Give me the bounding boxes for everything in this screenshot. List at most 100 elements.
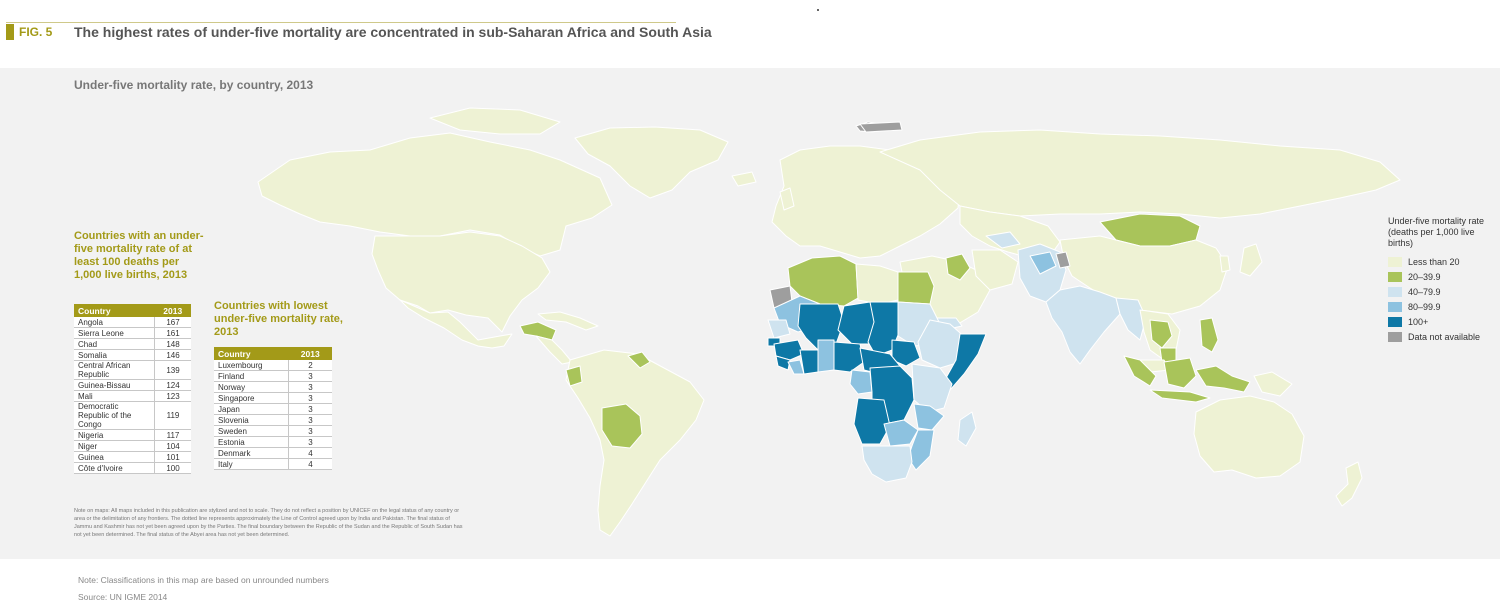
value-cell: 104 [154,440,191,452]
region-new-zealand [1335,461,1363,507]
value-cell: 117 [154,429,191,441]
world-map [257,107,1401,537]
region-mexico [399,299,513,349]
value-cell: 167 [154,317,191,328]
value-cell: 161 [154,327,191,339]
legend-swatch [1388,286,1402,297]
table-row: Mali 123 [74,390,191,402]
legend-title: Under-five mortality rate (deaths per 1,… [1388,216,1485,248]
value-cell: 100 [154,462,191,474]
region-east-africa [911,363,953,413]
map-subtitle: Under-five mortality rate, by country, 2… [74,78,314,92]
country-cell: Italy [214,458,289,470]
region-somalia [945,333,987,391]
country-cell: Côte d'Ivoire [74,462,155,474]
region-caribbean [537,311,599,331]
legend-label: 40–79.9 [1408,286,1441,297]
region-korea [1219,255,1231,273]
table-row: Niger 104 [74,440,191,452]
region-southern-africa [861,445,913,483]
region-sierra-leone [775,355,791,371]
region-egypt [897,271,935,305]
table-row: Singapore 3 [214,392,332,404]
value-cell: 101 [154,451,191,463]
legend-item: 80–99.9 [1388,300,1498,313]
region-tajik [985,231,1021,249]
region-indonesia-south [1149,389,1211,403]
table-row: Guinea 101 [74,451,191,463]
country-cell: Guinea-Bissau [74,379,155,391]
region-philippines [1199,317,1219,353]
value-cell: 3 [288,403,332,415]
value-cell: 2 [288,360,332,371]
table-row: Nigeria 117 [74,429,191,441]
region-central-america-b [535,335,573,365]
country-cell: Somalia [74,349,155,361]
value-cell: 3 [288,436,332,448]
region-guinea [773,339,805,361]
high-mortality-table-heading: Countries with an under-five mortality r… [74,230,204,281]
table-row: Democratic Republic of the Congo 119 [74,401,191,430]
value-cell: 139 [154,360,191,380]
region-arctic-islands [429,107,561,135]
legend-swatch [1388,256,1402,267]
value-cell: 3 [288,392,332,404]
table-row: Slovenia 3 [214,414,332,426]
country-cell: Angola [74,317,155,328]
table-row: Norway 3 [214,381,332,393]
region-greenland [574,126,729,199]
region-png [1253,371,1293,397]
country-cell: Niger [74,440,155,452]
region-bolivia [601,403,643,449]
value-cell: 3 [288,425,332,437]
table-row: Finland 3 [214,370,332,382]
table-row: Japan 3 [214,403,332,415]
country-cell: Sierra Leone [74,327,155,339]
stray-dot [817,9,819,11]
region-nigeria [833,341,865,373]
value-cell: 119 [154,401,191,430]
region-indonesia-east [1195,365,1251,393]
map-disclaimer-note: Note on maps: All maps included in this … [74,508,463,538]
region-afghanistan [1029,251,1057,275]
country-cell: Estonia [214,436,289,448]
table-row: Sweden 3 [214,425,332,437]
low-mortality-table-body: Luxembourg 2 Finland 3 Norway 3 Singapore 3 Japa… [214,360,332,470]
region-iraq [945,253,971,281]
legend-label: 20–39.9 [1408,271,1441,282]
region-russia [879,129,1401,219]
country-cell: Singapore [214,392,289,404]
table-row: Angola 167 [74,317,191,328]
low-mortality-table: Country 2013 Luxembourg 2 Finland 3 Norway 3 S… [214,347,332,470]
value-cell: 148 [154,338,191,350]
region-indonesia-west [1123,355,1157,387]
region-indonesia-borneo [1163,357,1197,389]
country-cell: Finland [214,370,289,382]
table-row: Denmark 4 [214,447,332,459]
low-mortality-table-heading: Countries with lowest under-five mortali… [214,300,343,338]
region-iceland [731,171,757,187]
value-cell: 124 [154,379,191,391]
country-cell: Nigeria [74,429,155,441]
region-usa [371,231,551,333]
legend-label: Data not available [1408,331,1481,342]
country-cell: Democratic Republic of the Congo [74,401,155,430]
legend-swatch [1388,316,1402,327]
table-header-country: Country [214,347,289,360]
region-south-america [565,349,705,537]
high-mortality-table-body: Angola 167 Sierra Leone 161 Chad 148 Somalia 14… [74,317,191,474]
table-row: Guinea-Bissau 124 [74,379,191,391]
value-cell: 3 [288,370,332,382]
table-row: Côte d'Ivoire 100 [74,462,191,474]
legend-item: Data not available [1388,330,1498,343]
legend-item: 40–79.9 [1388,285,1498,298]
region-libya [855,263,899,305]
value-cell: 4 [288,458,332,470]
high-mortality-table: Country 2013 Angola 167 Sierra Leone 161 Cha… [74,304,191,474]
table-row: Somalia 146 [74,349,191,361]
table-header-year: 2013 [288,347,332,360]
value-cell: 4 [288,447,332,459]
legend-label: 100+ [1408,316,1429,327]
region-canada-alaska [257,132,613,257]
legend-swatch [1388,331,1402,342]
